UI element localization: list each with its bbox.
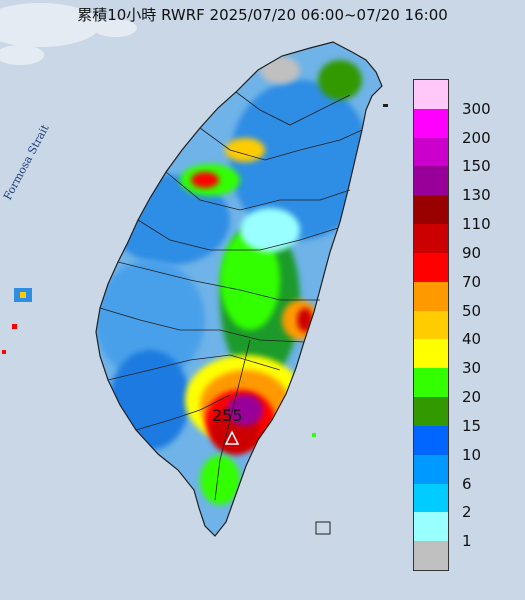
legend-swatch xyxy=(414,281,448,311)
map-title: 累積10小時 RWRF 2025/07/20 06:00~07/20 16:00 xyxy=(77,6,448,24)
legend-label: 130 xyxy=(462,186,491,205)
legend-label: 10 xyxy=(462,445,482,464)
offshore-islands xyxy=(2,104,388,535)
legend-swatch xyxy=(414,108,448,138)
legend-label: 1 xyxy=(462,532,472,551)
legend-label: 20 xyxy=(462,388,482,407)
legend-label: 2 xyxy=(462,503,472,522)
legend-swatch xyxy=(414,310,448,340)
legend-swatch xyxy=(414,425,448,455)
legend-swatch xyxy=(414,80,448,109)
legend-label: 90 xyxy=(462,243,482,262)
legend-swatch xyxy=(414,252,448,282)
legend-label: 70 xyxy=(462,272,482,291)
triangle-marker-icon xyxy=(224,430,240,445)
legend-swatch xyxy=(414,195,448,225)
legend-label: 50 xyxy=(462,301,482,320)
legend-label: 300 xyxy=(462,99,491,118)
cloud-layer xyxy=(0,3,137,65)
legend-label: 40 xyxy=(462,330,482,349)
legend-swatch xyxy=(414,137,448,167)
legend-swatch xyxy=(414,512,448,542)
rainfall-field xyxy=(96,42,382,536)
legend-swatch xyxy=(414,454,448,484)
legend-label: 200 xyxy=(462,128,491,147)
legend-label: 6 xyxy=(462,474,472,493)
color-legend xyxy=(413,79,449,571)
legend-swatch xyxy=(414,368,448,398)
max-marker xyxy=(224,430,240,445)
legend-label: 15 xyxy=(462,416,482,435)
legend-swatch xyxy=(414,339,448,369)
legend-label: 110 xyxy=(462,215,491,234)
county-borders xyxy=(95,41,383,537)
legend-swatch xyxy=(414,541,448,571)
legend-label: 30 xyxy=(462,359,482,378)
legend-label: 150 xyxy=(462,157,491,176)
legend-swatch xyxy=(414,483,448,513)
legend-swatch xyxy=(414,166,448,196)
legend-swatch xyxy=(414,224,448,254)
max-value-label: 255 xyxy=(212,406,243,425)
legend-swatch xyxy=(414,397,448,427)
